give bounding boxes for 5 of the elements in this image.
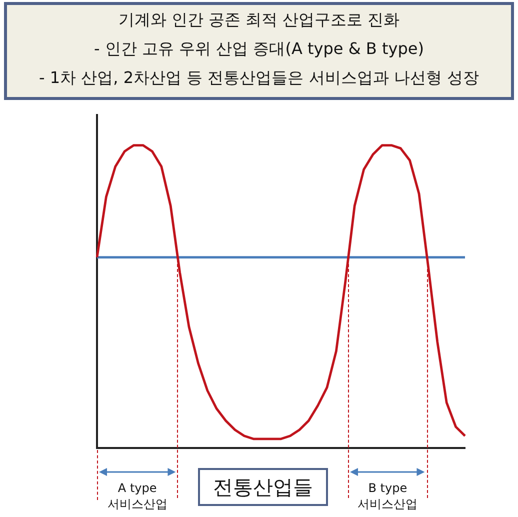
text: B type 서비스산업: [356, 480, 419, 512]
chart-title: 기계와 인간 공존 최적 산업구조로 진화: [117, 9, 401, 31]
text: 전통산업들: [198, 468, 328, 506]
text: A type 서비스산업: [106, 480, 168, 512]
chart-subtitle: - 인간 고유 우위 산업 증대(A type & B type) - 1차 산업, 2차산업 등 전통산업들은 서비스업과 나선형 성장: [38, 38, 480, 89]
